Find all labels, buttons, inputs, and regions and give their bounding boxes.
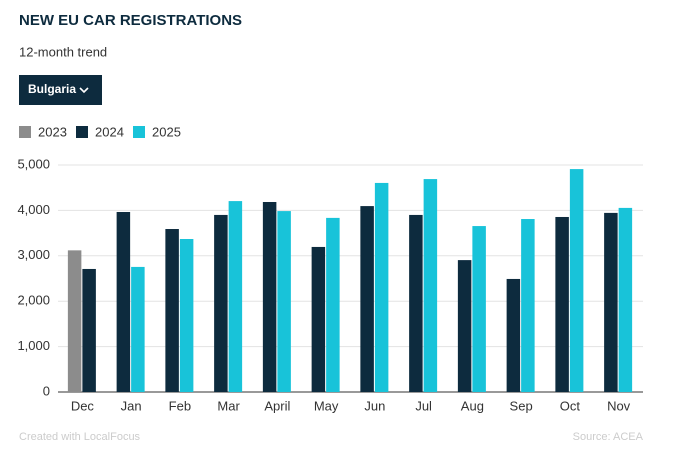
x-tick-label: Mar <box>217 398 240 413</box>
bar <box>116 211 131 392</box>
legend-swatch <box>76 126 88 138</box>
dropdown[interactable]: Bulgaria <box>19 75 102 105</box>
y-tick-label: 4,000 <box>17 202 50 217</box>
bar <box>165 229 179 392</box>
y-tick-label: 0 <box>43 383 50 398</box>
legend-label: 2024 <box>95 124 124 139</box>
credit: Created with LocalFocus <box>19 431 141 443</box>
bar <box>131 266 145 392</box>
x-tick-label: Jan <box>121 398 142 413</box>
dropdown-label[interactable]: Bulgaria <box>28 82 76 96</box>
legend-label: 2025 <box>152 124 181 139</box>
bar <box>423 179 438 392</box>
bar <box>82 268 96 392</box>
source: Source: ACEA <box>573 431 644 443</box>
bar <box>374 182 389 392</box>
bar <box>228 201 243 392</box>
x-tick-label: Jul <box>415 398 432 413</box>
y-tick-label: 1,000 <box>17 338 50 353</box>
x-tick-label: Feb <box>169 398 191 413</box>
bar <box>506 278 521 392</box>
bar <box>569 169 584 392</box>
x-tick-label: May <box>314 398 339 413</box>
bar <box>277 211 291 392</box>
x-tick-label: Dec <box>71 398 95 413</box>
bar <box>326 217 340 392</box>
chart-title: NEW EU CAR REGISTRATIONS <box>19 12 242 29</box>
x-tick-label: Jun <box>364 398 385 413</box>
x-tick-label: Aug <box>461 398 484 413</box>
x-tick-label: April <box>264 398 290 413</box>
bar <box>472 226 486 392</box>
chart-subtitle: 12-month trend <box>19 44 107 59</box>
legend-label: 2023 <box>38 124 67 139</box>
x-tick-label: Nov <box>607 398 631 413</box>
y-tick-label: 5,000 <box>17 156 50 171</box>
bar <box>214 214 228 392</box>
legend-swatch <box>19 126 31 138</box>
y-tick-label: 2,000 <box>17 293 50 308</box>
bar <box>262 202 277 392</box>
bar <box>311 246 326 392</box>
bar <box>360 206 374 392</box>
bar <box>409 214 423 392</box>
bar <box>604 212 618 392</box>
legend-swatch <box>133 126 145 138</box>
x-tick-label: Sep <box>510 398 533 413</box>
bar <box>555 216 569 392</box>
bar <box>618 207 633 392</box>
dropdown-button[interactable] <box>19 75 102 105</box>
bar <box>67 250 82 392</box>
bar <box>457 260 472 392</box>
x-tick-label: Oct <box>560 398 581 413</box>
bar <box>521 219 535 392</box>
y-tick-label: 3,000 <box>17 247 50 262</box>
bar <box>179 239 194 392</box>
dropdown-arrow <box>79 87 89 94</box>
